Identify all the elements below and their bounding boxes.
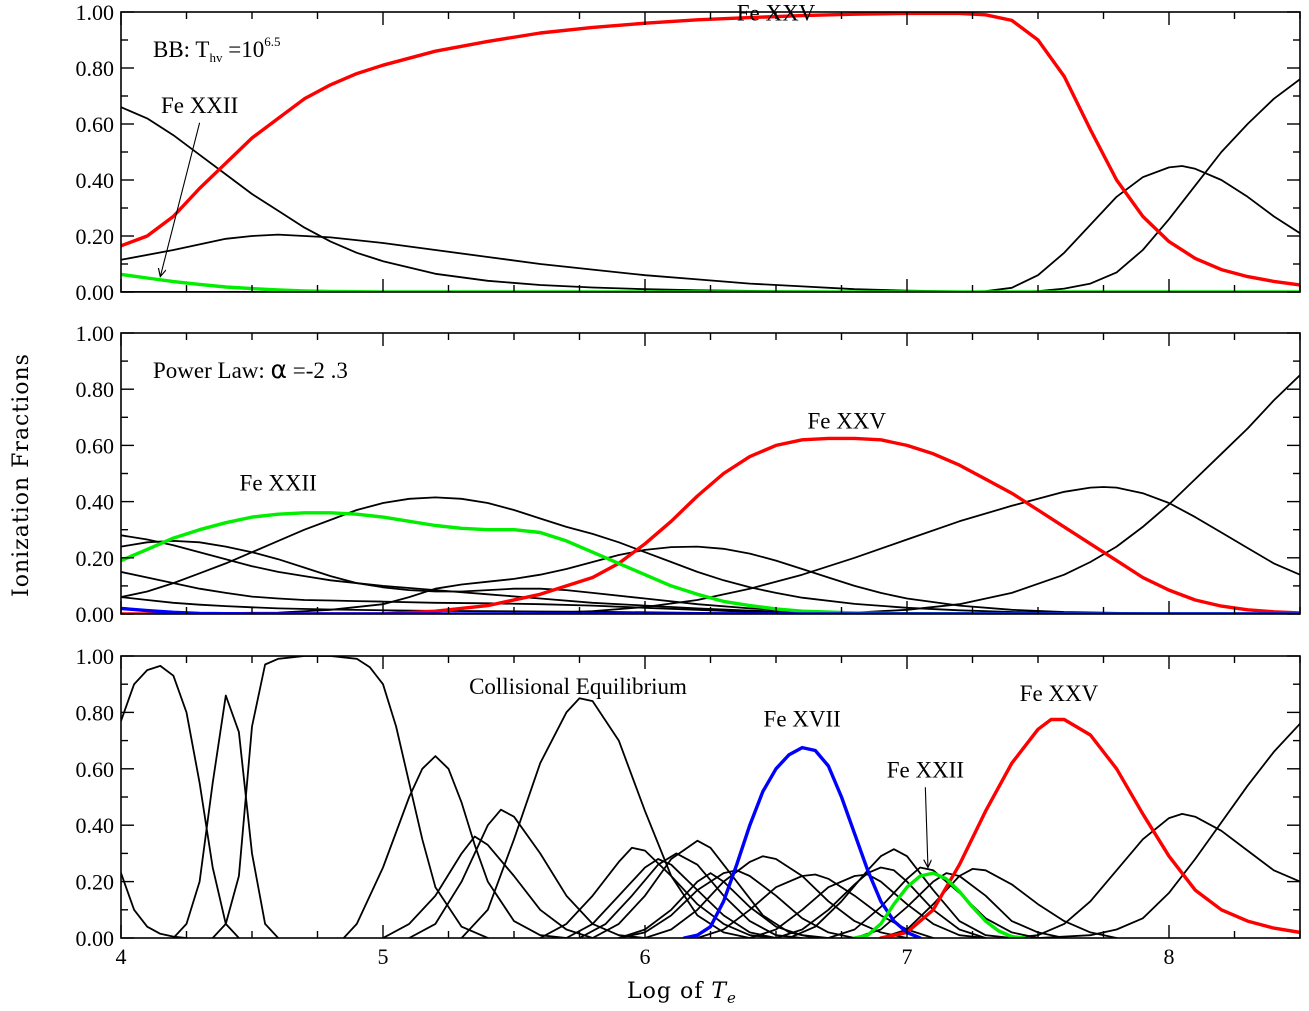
series-ion-line	[408, 808, 646, 938]
series-ion-line	[121, 872, 188, 938]
y-tick-label: 0.40	[76, 813, 115, 838]
panel-label-main: Power Law:	[153, 358, 271, 383]
panel-label-alpha: α	[271, 355, 287, 384]
series-ion-line	[827, 866, 1039, 938]
panel-1: 0.00 0.20 0.40 0.60 0.80 1.00 BB: Thv =106.5 Fe…	[76, 0, 1301, 305]
series-ion-line	[121, 78, 1300, 292]
ion-annotation-label: Fe XXV	[737, 0, 816, 25]
y-tick-label: 0.00	[76, 602, 115, 627]
series-ion-line	[121, 233, 1300, 292]
ion-annotation-label: Fe XXV	[1020, 681, 1099, 706]
series-ion-line	[121, 486, 1300, 614]
x-tick-label: 5	[378, 944, 389, 969]
ion-annotation-arrow	[160, 122, 201, 277]
y-tick-label: 0.20	[76, 546, 115, 571]
panel-label: Power Law: α =-2 .3	[153, 355, 348, 384]
x-tick-label: 6	[640, 944, 651, 969]
y-tick-label: 0.00	[76, 926, 115, 951]
y-tick-label: 0.20	[76, 870, 115, 895]
panel-label-main: BB: T	[153, 37, 209, 62]
panel-series	[121, 12, 1300, 292]
y-tick-label: 0.60	[76, 112, 115, 137]
series-ion-line	[121, 545, 1300, 614]
x-axis-title-var: T	[711, 979, 728, 1004]
y-tick-label: 0.80	[76, 700, 115, 725]
y-tick-label: 1.00	[76, 0, 115, 25]
panel-label-eq: =10	[222, 37, 264, 62]
panel-frame	[120, 11, 1301, 293]
ion-annotation-label: Fe XXII	[240, 470, 317, 495]
y-tick-label: 0.40	[76, 168, 115, 193]
series-ion-line	[539, 846, 777, 938]
series-ion-line	[460, 697, 751, 938]
series-ion-line	[121, 165, 1300, 292]
y-tick-label: 0.00	[76, 280, 115, 305]
panel-label: BB: Thv =106.5	[153, 34, 280, 65]
series-ion-line	[853, 872, 1066, 938]
ion-annotation-arrow	[925, 787, 928, 867]
y-axis-title: Ionization Fractions	[9, 353, 34, 597]
series-ion-line	[775, 866, 987, 938]
y-tick-label: 0.60	[76, 757, 115, 782]
x-axis-title: Log of Te	[627, 979, 737, 1007]
panel-label-sup: 6.5	[264, 34, 280, 49]
panel-label-eq: =-2 .3	[287, 358, 348, 383]
series-ion-line	[121, 534, 1300, 614]
series-fe-xxii	[121, 511, 1300, 614]
series-ion-line	[1010, 813, 1300, 938]
ion-annotation-label: Fe XXV	[807, 409, 886, 434]
y-tick-label: 0.40	[76, 490, 115, 515]
series-ion-line	[121, 106, 1300, 292]
series-ion-line	[578, 852, 804, 938]
series-fe-xxv	[879, 717, 1300, 938]
series-ion-line	[788, 848, 1013, 938]
y-tick-label: 1.00	[76, 321, 115, 346]
series-ion-line	[121, 496, 1300, 614]
x-axis-title-prefix: Log of	[627, 979, 711, 1004]
panel-3: 0.00 0.20 0.40 0.60 0.80 1.00 4 5 6 7 8 Collisional…	[76, 644, 1301, 969]
y-tick-label: 1.00	[76, 644, 115, 669]
ion-annotation-label: Fe XXII	[887, 757, 964, 782]
series-ion-line	[565, 858, 777, 938]
series-ion-line	[172, 694, 280, 938]
series-ion-line	[121, 540, 1300, 614]
series-fe-xxv	[121, 12, 1300, 287]
series-ion-line	[121, 374, 1300, 614]
series-fe-xxii	[852, 871, 1027, 938]
y-tick-label: 0.80	[76, 56, 115, 81]
series-ion-line	[211, 656, 489, 938]
y-tick-label: 0.20	[76, 224, 115, 249]
x-tick-label: 4	[116, 944, 127, 969]
y-tick-label: 0.60	[76, 433, 115, 458]
x-axis-title-sub: e	[727, 989, 737, 1007]
ion-annotation-label: Fe XVII	[764, 707, 841, 732]
series-ion-line	[1037, 722, 1300, 938]
series-ion-line	[591, 839, 817, 938]
series-ion-line	[342, 755, 568, 938]
x-tick-label: 7	[902, 944, 913, 969]
series-ion-line	[121, 665, 240, 938]
y-tick-label: 0.80	[76, 377, 115, 402]
panel-label: Collisional Equilibrium	[469, 674, 687, 699]
series-ion-line	[696, 873, 935, 938]
x-tick-label: 8	[1164, 944, 1175, 969]
series-ion-line	[644, 855, 908, 938]
panel-label-sub: hv	[209, 50, 223, 65]
series-ion-line	[879, 868, 1118, 938]
ion-annotation-label: Fe XXII	[161, 93, 238, 118]
series-fe-xxv	[121, 436, 1300, 614]
panel-series	[121, 656, 1300, 938]
series-fe-xvii	[682, 745, 922, 938]
panel-2: 0.00 0.20 0.40 0.60 0.80 1.00 Power Law: α =-2…	[76, 321, 1301, 627]
